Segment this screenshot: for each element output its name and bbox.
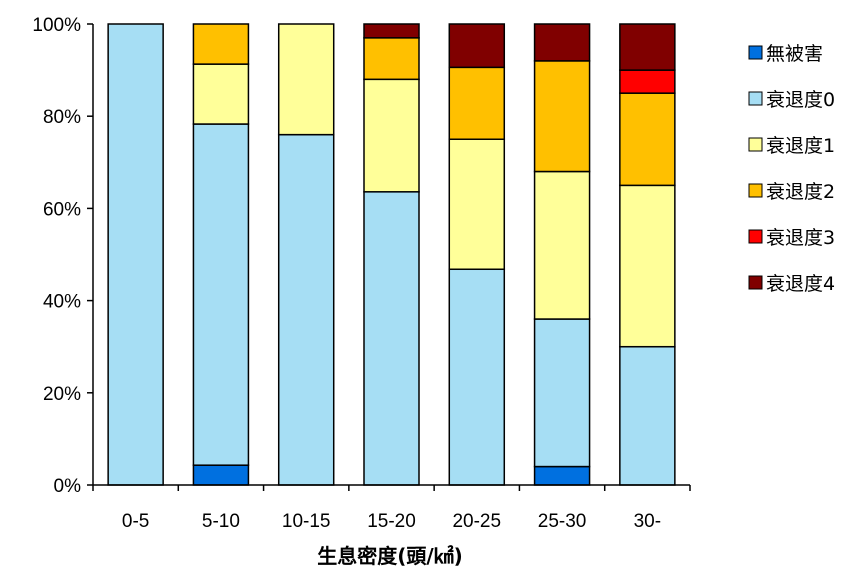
x-tick-label: 25-30 [538, 511, 587, 532]
bar-segment-5-10-s1 [192, 123, 250, 466]
bar-segment-15-20-s2 [363, 78, 420, 193]
bars-layer [107, 23, 676, 486]
legend-label: 衰退度1 [766, 135, 835, 157]
bar-segment-10-15-s1 [277, 133, 335, 486]
y-tick-label: 0% [54, 476, 82, 497]
x-axis-title: 生息密度(頭/㎢) [317, 544, 463, 568]
bar-segment-30--s4 [619, 69, 676, 94]
x-tick-label: 15-20 [367, 511, 416, 532]
bar-segment-5-10-s3 [192, 23, 250, 65]
bar-segment-15-20-s1 [363, 191, 420, 486]
bar-segment-25-30-s1 [533, 318, 591, 468]
y-tick-label: 20% [43, 384, 81, 405]
legend-swatch [748, 137, 763, 152]
bar-segment-15-20-s3 [363, 37, 420, 81]
legend-label: 衰退度3 [766, 227, 835, 249]
legend-swatch [748, 45, 763, 60]
legend-swatch [748, 183, 763, 198]
bar-segment-30--s2 [619, 184, 676, 348]
legend-swatch [748, 229, 763, 244]
bar-segment-20-25-s5 [448, 23, 506, 69]
legend-label: 衰退度2 [766, 181, 835, 203]
bar-segment-25-30-s2 [533, 170, 591, 320]
x-tick-label: 20-25 [452, 511, 501, 532]
axes-layer [87, 23, 691, 491]
bar-segment-20-25-s3 [448, 66, 506, 140]
bar-segment-5-10-s2 [192, 63, 250, 125]
bar-segment-10-15-s2 [277, 23, 335, 136]
legend-label: 無被害 [766, 43, 823, 65]
legend-label: 衰退度0 [766, 89, 835, 111]
bar-segment-20-25-s2 [448, 138, 506, 271]
x-tick-labels: 0-5 5-10 10-15 15-20 20-25 25-30 30- [122, 511, 661, 532]
y-tick-label: 100% [32, 15, 81, 36]
bar-segment-30--s3 [619, 92, 676, 187]
bar-segment-25-30-s5 [533, 23, 591, 62]
x-tick-label: 10-15 [282, 511, 331, 532]
bar-segment-25-30-s0 [533, 465, 591, 486]
x-tick-label: 30- [634, 511, 661, 532]
bar-segment-15-20-s5 [363, 23, 420, 39]
y-tick-label: 80% [43, 107, 81, 128]
bar-segment-20-25-s1 [448, 268, 506, 486]
x-tick-label: 0-5 [122, 511, 149, 532]
bar-segment-0-5-s1 [107, 23, 164, 486]
x-tick-label: 5-10 [202, 511, 240, 532]
bar-segment-25-30-s3 [533, 60, 591, 173]
legend-swatch [748, 275, 763, 290]
bar-segment-5-10-s0 [192, 464, 250, 486]
y-tick-label: 60% [43, 199, 81, 220]
y-tick-labels: 0% 20% 40% 60% 80% 100% [32, 15, 81, 497]
y-tick-label: 40% [43, 292, 81, 313]
bar-segment-30--s5 [619, 23, 676, 71]
bar-segment-30--s1 [619, 345, 676, 486]
legend-swatch [748, 91, 763, 106]
legend-label: 衰退度4 [766, 273, 835, 295]
